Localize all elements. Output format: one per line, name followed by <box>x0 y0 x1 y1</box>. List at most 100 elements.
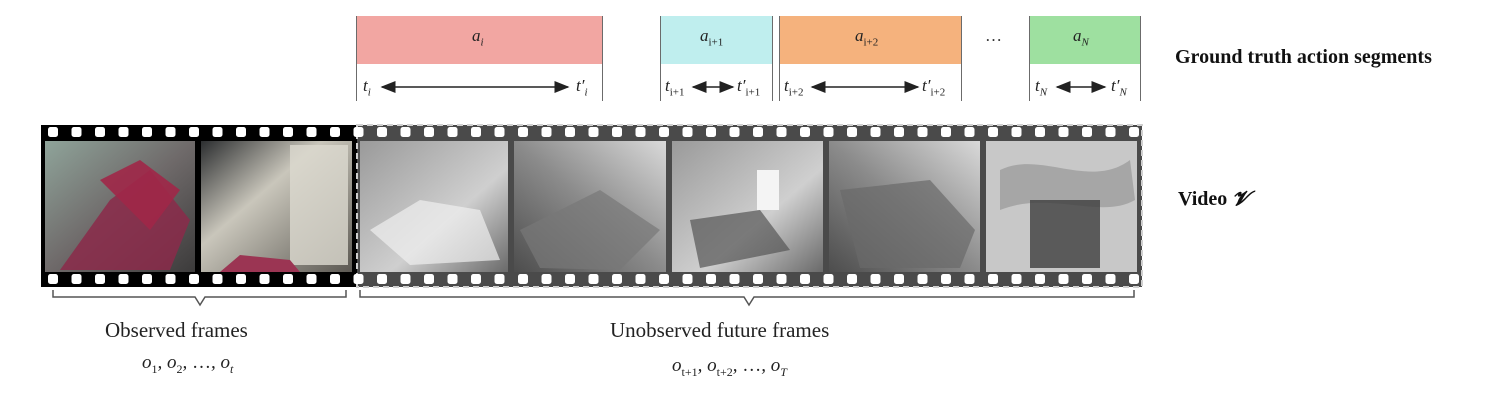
sprocket-hole <box>988 127 998 137</box>
sprocket-hole <box>518 127 528 137</box>
tick-t-i1: ti+1 <box>665 76 685 99</box>
sprocket-hole <box>377 127 387 137</box>
sprocket-hole <box>1011 127 1022 137</box>
sprocket-hole <box>588 127 599 137</box>
sprocket-hole <box>330 127 340 137</box>
duration-arrows <box>380 81 1107 93</box>
sprocket-hole <box>424 127 434 137</box>
sprocket-hole <box>682 274 693 284</box>
sprocket-hole <box>988 274 998 284</box>
sprocket-hole <box>212 127 223 137</box>
sprocket-hole <box>236 127 246 137</box>
sprocket-hole <box>847 127 857 137</box>
sprocket-hole <box>823 274 834 284</box>
sprocket-hole <box>659 274 669 284</box>
sprocket-hole <box>612 127 622 137</box>
segment-a-i2-fill <box>780 16 961 64</box>
unobserved-brace <box>359 290 1135 307</box>
sprocket-hole <box>400 274 411 284</box>
sprocket-hole <box>283 127 293 137</box>
sprocket-hole <box>1105 127 1116 137</box>
sprocket-hole <box>847 274 857 284</box>
tick-t-prime-i1: t′i+1 <box>737 76 761 99</box>
sprocket-hole <box>635 274 646 284</box>
sprocket-hole <box>964 274 975 284</box>
sprocket-hole <box>729 127 740 137</box>
sprocket-holes <box>48 127 1139 284</box>
sprocket-hole <box>941 127 951 137</box>
sprocket-hole <box>330 274 340 284</box>
sprocket-hole <box>753 274 763 284</box>
sprocket-hole <box>118 127 129 137</box>
sprocket-hole <box>753 127 763 137</box>
sprocket-hole <box>964 127 975 137</box>
sprocket-hole <box>48 127 58 137</box>
sprocket-hole <box>400 127 411 137</box>
segment-a-i2 <box>779 16 962 101</box>
sprocket-hole <box>1129 274 1139 284</box>
sprocket-hole <box>706 274 716 284</box>
ground-truth-label: Ground truth action segments <box>1175 46 1432 68</box>
sprocket-hole <box>1035 274 1045 284</box>
sprocket-hole <box>353 127 364 137</box>
sprocket-hole <box>729 274 740 284</box>
sprocket-hole <box>71 274 82 284</box>
segment-a-n-fill <box>1030 16 1140 64</box>
segment-a-i1-fill <box>661 16 772 64</box>
unobserved-caption: Unobserved future frames <box>610 318 830 342</box>
observed-math: o1, o2, …, ot <box>142 352 234 376</box>
tick-t-i2: ti+2 <box>784 76 804 99</box>
segment-a-n <box>1029 16 1141 101</box>
sprocket-hole <box>142 274 152 284</box>
sprocket-hole <box>142 127 152 137</box>
sprocket-hole <box>1105 274 1116 284</box>
observed-caption: Observed frames <box>105 318 248 342</box>
sprocket-hole <box>917 127 928 137</box>
sprocket-hole <box>800 274 810 284</box>
sprocket-hole <box>1058 274 1069 284</box>
sprocket-hole <box>377 274 387 284</box>
sprocket-hole <box>189 127 199 137</box>
sprocket-hole <box>165 274 176 284</box>
segments-ellipsis: … <box>985 26 1002 45</box>
sprocket-hole <box>659 127 669 137</box>
segment-a-i-fill <box>357 16 602 64</box>
sprocket-hole <box>1082 274 1092 284</box>
sprocket-hole <box>1011 274 1022 284</box>
sprocket-hole <box>471 127 481 137</box>
sprocket-hole <box>494 127 505 137</box>
sprocket-hole <box>95 127 105 137</box>
sprocket-hole <box>165 127 176 137</box>
sprocket-hole <box>189 274 199 284</box>
sprocket-hole <box>917 274 928 284</box>
sprocket-hole <box>706 127 716 137</box>
sprocket-hole <box>494 274 505 284</box>
sprocket-hole <box>447 127 458 137</box>
tick-t-n: tN <box>1035 76 1048 99</box>
sprocket-hole <box>424 274 434 284</box>
tick-t-i: ti <box>363 76 371 99</box>
tick-t-prime-i2: t′i+2 <box>922 76 946 99</box>
sprocket-hole <box>1129 127 1139 137</box>
sprocket-hole <box>800 127 810 137</box>
sprocket-hole <box>236 274 246 284</box>
sprocket-hole <box>776 274 787 284</box>
sprocket-hole <box>48 274 58 284</box>
sprocket-hole <box>1082 127 1092 137</box>
sprocket-hole <box>283 274 293 284</box>
sprocket-hole <box>1035 127 1045 137</box>
sprocket-hole <box>471 274 481 284</box>
sprocket-hole <box>565 127 575 137</box>
sprocket-hole <box>95 274 105 284</box>
tick-t-prime-i: t′i <box>576 76 588 99</box>
sprocket-hole <box>1058 127 1069 137</box>
sprocket-hole <box>518 274 528 284</box>
sprocket-hole <box>541 274 552 284</box>
sprocket-hole <box>259 127 270 137</box>
sprocket-hole <box>447 274 458 284</box>
video-symbol: 𝓥 <box>1232 188 1249 210</box>
sprocket-hole <box>823 127 834 137</box>
sprocket-hole <box>353 274 364 284</box>
observed-brace <box>52 290 347 307</box>
braces <box>52 290 1135 307</box>
